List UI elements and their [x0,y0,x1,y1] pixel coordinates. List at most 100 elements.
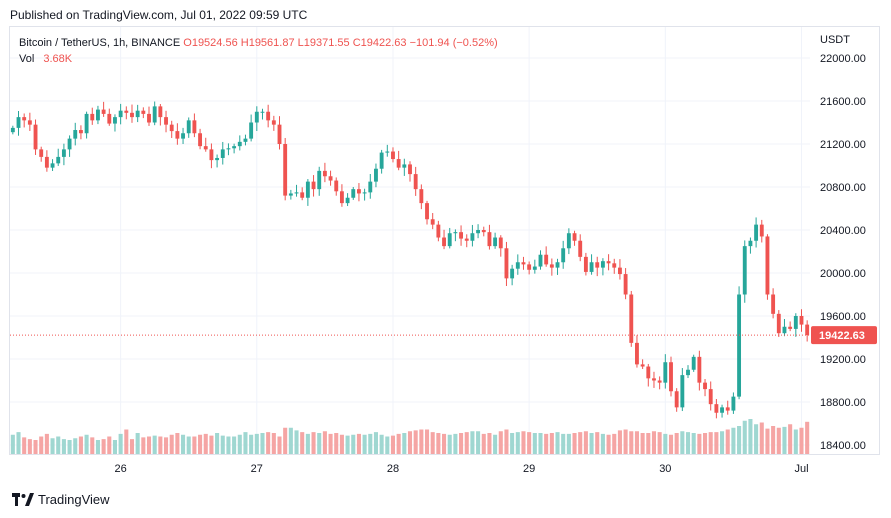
candle-body [101,109,106,114]
volume-bar [146,436,152,454]
volume-bar [657,432,662,454]
volume-bar [84,434,89,454]
volume-bar [680,431,685,454]
volume-bar [515,432,520,454]
volume-bar [67,440,72,454]
volume-bar [396,433,401,454]
candle-body [646,366,651,379]
volume-bar [748,419,753,454]
candle-body [714,404,719,413]
candle-body [311,181,316,190]
candle-body [345,197,350,204]
candle-body [33,124,38,150]
volume-bar [510,433,515,454]
candle-body [113,117,117,124]
candle-body [158,106,163,118]
footer-brand: TradingView [38,492,110,507]
candle-body [430,219,435,225]
candle-body [322,170,327,177]
volume-bar [623,429,628,454]
volume-bar [629,431,634,454]
candle-body [243,138,248,142]
volume-bar [447,434,452,454]
volume-bar [141,437,146,454]
candle-body [118,110,123,118]
x-tick-label: Jul [794,463,808,475]
candle-body [130,112,134,118]
volume-bar [600,433,605,454]
legend-volume-label: Vol [19,53,35,65]
volume-bar [685,432,691,454]
candle-body [391,151,395,160]
candle-body [476,230,481,234]
chart-frame [9,26,880,455]
candle-body [805,324,810,336]
volume-bar [714,432,719,454]
volume-bar [464,432,469,454]
volume-bar [39,436,44,454]
volume-bar [237,434,242,454]
volume-bar [192,436,197,454]
candle-body [623,274,628,295]
volume-bar [16,432,21,454]
candle-body [561,248,566,263]
x-tick-label: 28 [387,463,399,475]
candle-body [44,156,49,168]
candle-body [606,261,611,264]
tradingview-footer[interactable]: TradingView [12,492,110,507]
volume-bar [95,440,100,454]
volume-bar [345,435,350,454]
candle-body [220,149,225,158]
volume-bar [175,433,180,454]
candle-body [527,264,532,270]
volume-bar [266,432,271,454]
volume-bar [220,435,225,454]
volume-bar [668,434,674,454]
volume-bar [805,421,810,454]
candle-body [379,152,384,169]
candle-body [294,192,299,194]
volume-bar [10,434,15,454]
volume-bar [107,436,112,454]
y-tick-label: 20800.00 [820,182,866,194]
volume-bar [277,436,282,454]
candle-body [10,127,15,133]
candle-body [669,362,673,392]
candle-body [56,156,61,164]
candle-body [419,189,424,204]
volume-bar [674,433,679,454]
candle-body [226,148,231,150]
candle-body [22,117,27,121]
candle-body [152,106,157,123]
volume-bar [776,427,781,454]
volume-bar [158,436,163,454]
candle-body [135,110,140,118]
candle-body [374,168,378,182]
y-tick-label: 18400.00 [820,440,866,452]
candle-body [288,193,293,196]
candle-body [754,224,759,241]
candle-body [793,316,798,329]
volume-bar [470,431,475,454]
y-tick-label: 21200.00 [820,139,866,151]
candle-body [703,382,707,390]
candle-body [742,246,747,295]
volume-bar [390,435,396,454]
volume-bar [44,433,49,454]
candle-body [748,240,753,247]
candle-body [198,133,203,147]
volume-bar [555,432,560,454]
volume-bar [203,433,208,454]
volume-bar [481,433,486,454]
volume-bar [243,432,248,454]
candle-body [515,262,520,269]
volume-bar [617,430,622,454]
candle-body [657,380,662,383]
legend-volume-value: 3.68K [43,53,73,65]
volume-bar [708,432,713,454]
volume-bar [373,432,378,454]
volume-bar [544,433,549,454]
candle-body [663,362,668,383]
candle-body [169,124,174,132]
